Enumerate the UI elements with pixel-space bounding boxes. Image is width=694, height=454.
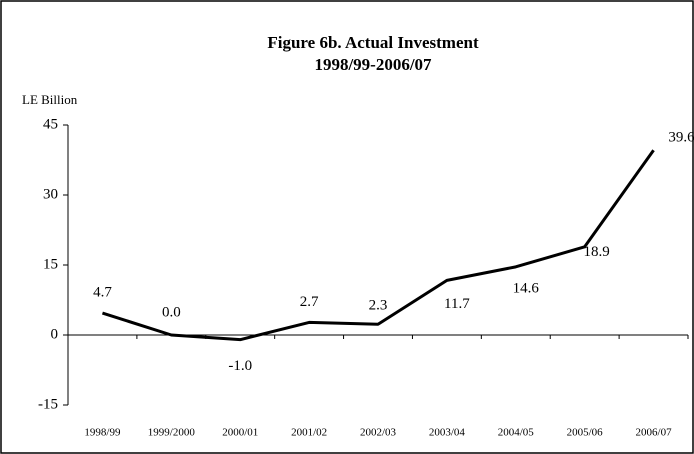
x-tick-label: 1999/2000 bbox=[148, 427, 196, 439]
x-tick-label: 2006/07 bbox=[636, 427, 673, 439]
y-tick-label: 15 bbox=[43, 256, 58, 272]
x-tick-label: 1998/99 bbox=[84, 427, 121, 439]
x-tick-label: 2001/02 bbox=[291, 427, 327, 439]
data-label: 2.7 bbox=[300, 294, 319, 310]
chart-subtitle: 1998/99-2006/07 bbox=[314, 55, 432, 74]
y-tick-label: 0 bbox=[51, 326, 59, 342]
y-tick-label: 45 bbox=[43, 116, 58, 132]
x-tick-label: 2003/04 bbox=[429, 427, 466, 439]
data-label: 2.3 bbox=[369, 298, 388, 314]
chart-title: Figure 6b. Actual Investment bbox=[267, 33, 479, 52]
data-label: -1.0 bbox=[228, 358, 252, 374]
data-label: 11.7 bbox=[444, 296, 470, 312]
line bbox=[101, 149, 655, 342]
data-label: 18.9 bbox=[584, 244, 610, 260]
y-axis-label: LE Billion bbox=[22, 92, 78, 107]
x-tick-label: 2005/06 bbox=[567, 427, 604, 439]
x-tick-label: 2000/01 bbox=[222, 427, 258, 439]
y-tick-label: -15 bbox=[38, 396, 58, 412]
data-label: 39.6 bbox=[668, 130, 694, 146]
x-tick-label: 2004/05 bbox=[498, 427, 535, 439]
x-tick-label: 2002/03 bbox=[360, 427, 397, 439]
data-label: 0.0 bbox=[162, 304, 181, 320]
y-tick-label: 30 bbox=[43, 186, 58, 202]
data-label: 4.7 bbox=[93, 285, 112, 301]
data-label: 14.6 bbox=[513, 280, 540, 296]
